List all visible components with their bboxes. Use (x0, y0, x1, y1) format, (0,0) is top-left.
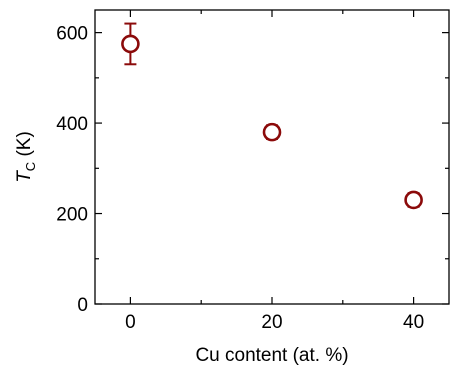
x-axis-label: Cu content (at. %) (195, 345, 348, 366)
data-point (262, 122, 282, 142)
x-tick-label: 20 (261, 312, 282, 333)
y-tick-label: 600 (56, 24, 88, 45)
y-axis-label-subscript: C (23, 162, 38, 171)
plot-frame (94, 9, 450, 305)
y-tick-label: 400 (56, 114, 88, 135)
y-tick-label: 0 (77, 295, 88, 316)
x-tick-label: 40 (403, 312, 424, 333)
data-markers (121, 22, 423, 210)
y-axis-label: TC (K) (14, 131, 38, 183)
x-tick-label: 0 (125, 312, 136, 333)
data-point (404, 190, 423, 210)
y-tick-label: 200 (56, 205, 88, 226)
data-point (121, 34, 140, 54)
axis-ticks (95, 10, 449, 305)
y-axis-label-symbol: T (14, 170, 35, 183)
y-axis-label-unit: (K) (14, 131, 35, 162)
